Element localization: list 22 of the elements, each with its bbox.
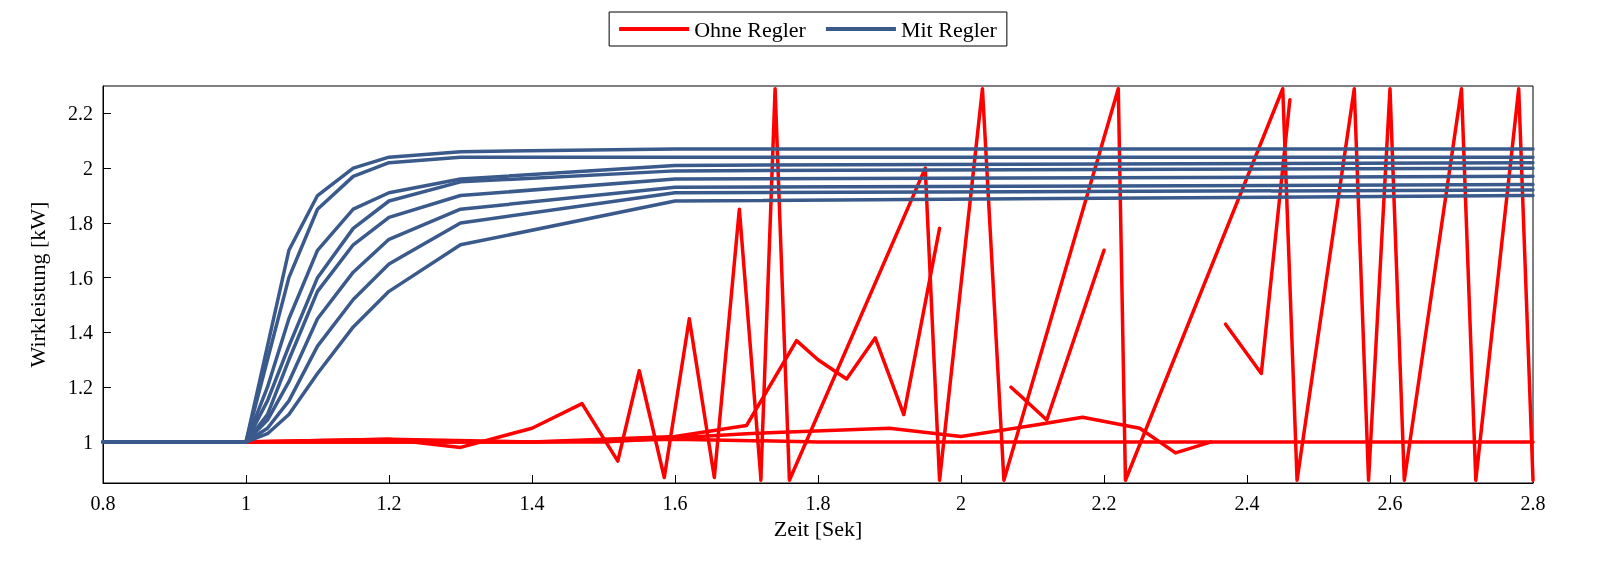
x-tick-label: 0.8 [90,492,116,514]
x-tick-label: 1.2 [376,492,402,514]
x-tick-label: 2.4 [1234,492,1260,514]
y-tick-label: 1.4 [68,321,93,344]
x-tick-label: 2.8 [1520,492,1546,514]
x-tick-label: 2 [956,492,966,514]
y-tick-label: 1.6 [68,266,93,289]
x-tick-label: 1.4 [519,492,545,514]
legend-label: Mit Regler [900,16,998,42]
x-tick-label: 1.8 [805,492,831,514]
x-tick-label: 2.6 [1377,492,1403,514]
y-tick-label: 2.2 [68,102,93,125]
y-axis-title: Wirkleistung [kW] [24,201,50,368]
x-tick-label: 1.6 [662,492,688,514]
x-tick-label: 2.2 [1091,492,1117,514]
x-tick-label: 1 [241,492,251,514]
x-axis-title: Zeit [Sek] [773,516,863,542]
y-tick-label: 1.8 [68,211,93,234]
y-tick-label: 2 [83,157,93,180]
y-tick-label: 1.2 [68,376,93,399]
y-tick-label: 1 [83,430,93,453]
legend-label: Ohne Regler [694,16,807,42]
